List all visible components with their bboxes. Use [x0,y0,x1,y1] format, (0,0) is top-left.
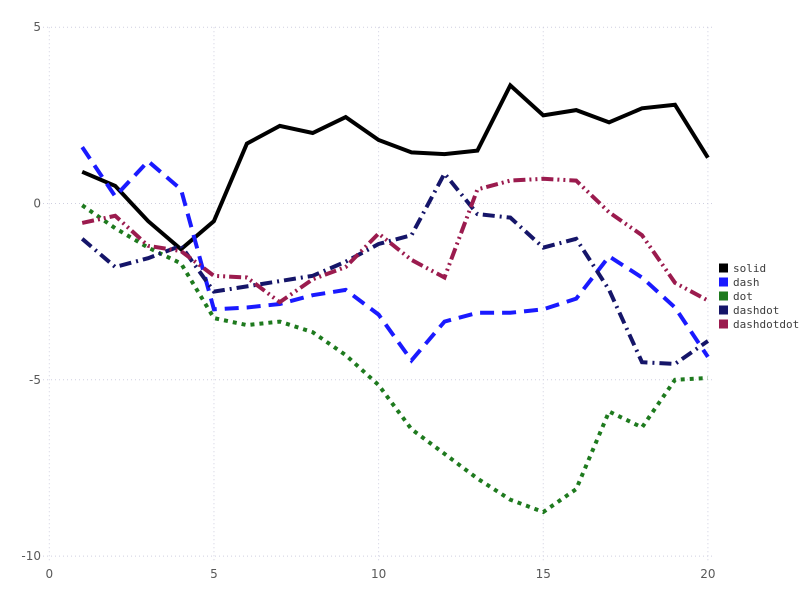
legend-swatch-dashdotdot [719,319,728,329]
x-tick-label: 15 [536,567,551,581]
legend-item-solid: solid [719,262,766,275]
y-tick-label: -5 [29,373,41,387]
legend-item-dashdotdot: dashdotdot [719,318,799,331]
legend-swatch-dot [719,291,728,301]
y-tick-label: 0 [33,197,41,211]
series-line-dot [81,203,709,515]
legend-label-solid: solid [733,262,766,275]
series-lines [80,82,710,515]
series-line-dashdotdot [81,176,709,305]
legend-item-dash: dash [719,276,760,289]
legend-swatch-solid [719,263,728,273]
legend-label-dashdotdot: dashdotdot [733,318,799,331]
axis-tick-labels: 0 5 10 15 20 5 0 -5 -10 [21,20,715,581]
x-tick-label: 5 [210,567,218,581]
series-line-dashdot [80,169,710,366]
y-tick-label: -10 [21,549,41,563]
legend-item-dot: dot [719,290,753,303]
legend-swatch-dash [719,277,728,287]
legend-item-dashdot: dashdot [719,304,779,317]
x-tick-label: 20 [700,567,715,581]
series-line-solid [81,82,710,252]
legend-label-dash: dash [733,276,760,289]
legend-swatch-dashdot [719,305,728,315]
legend-label-dashdot: dashdot [733,304,779,317]
series-line-dash [80,145,710,364]
x-tick-label: 10 [371,567,386,581]
x-tick-label: 0 [45,567,53,581]
legend-label-dot: dot [733,290,753,303]
y-tick-label: 5 [33,20,41,34]
